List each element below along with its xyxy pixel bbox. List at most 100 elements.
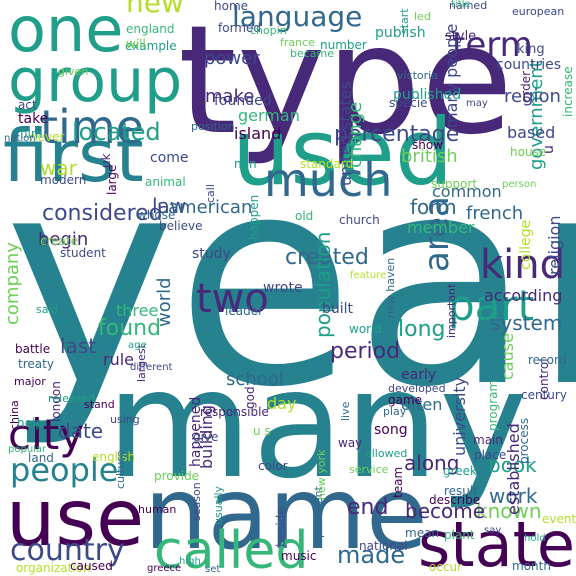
cloud-word-population: population bbox=[311, 232, 335, 338]
cloud-word-happen: happen bbox=[247, 195, 261, 240]
cloud-word-human: human bbox=[138, 503, 176, 516]
cloud-word-people: people bbox=[10, 451, 118, 489]
cloud-word-record: record bbox=[528, 353, 566, 367]
cloud-word-give: give bbox=[193, 430, 218, 444]
cloud-word-built: built bbox=[322, 301, 354, 317]
cloud-word-high: high bbox=[179, 556, 201, 567]
cloud-word-program: program bbox=[486, 380, 500, 431]
cloud-word-century: century bbox=[521, 388, 567, 402]
cloud-word-term: term bbox=[452, 25, 533, 65]
cloud-word-college: college bbox=[518, 220, 534, 270]
cloud-word-call: call bbox=[204, 184, 217, 203]
cloud-word-much: much bbox=[264, 153, 392, 207]
cloud-word-major: major bbox=[14, 375, 46, 388]
cloud-word-percentage: percentage bbox=[334, 122, 459, 147]
cloud-word-english: english bbox=[92, 450, 135, 464]
cloud-word-way: way bbox=[338, 436, 362, 450]
cloud-word-period: period bbox=[330, 339, 400, 364]
cloud-word-age: age bbox=[128, 340, 147, 351]
cloud-word-make: make bbox=[205, 86, 254, 107]
cloud-word-usually: usually bbox=[212, 485, 225, 525]
cloud-word-england: england bbox=[126, 22, 175, 36]
cloud-word-service: service bbox=[349, 463, 389, 476]
cloud-word-use: use bbox=[6, 474, 144, 564]
cloud-word-known: known bbox=[476, 499, 542, 523]
cloud-word-using: using bbox=[110, 413, 140, 426]
cloud-word-help: help bbox=[17, 416, 43, 430]
cloud-word-early: early bbox=[401, 367, 436, 383]
cloud-word-power: power bbox=[204, 48, 260, 69]
cloud-word-work: work bbox=[489, 484, 538, 508]
cloud-word-new-york: new york bbox=[315, 449, 328, 500]
cloud-word-main: main bbox=[473, 433, 503, 447]
cloud-word-occur: occur bbox=[429, 560, 462, 574]
cloud-word-place: place bbox=[474, 448, 506, 462]
cloud-word-said: said bbox=[36, 303, 59, 316]
cloud-word-national: national bbox=[359, 539, 408, 553]
cloud-word-year: year bbox=[4, 114, 576, 451]
cloud-word-become: become bbox=[405, 499, 485, 523]
cloud-word-responsible: responsible bbox=[200, 405, 269, 419]
cloud-word-chopin: chopin bbox=[250, 24, 287, 37]
cloud-word-film: film bbox=[20, 127, 43, 141]
cloud-word-event: event bbox=[542, 512, 576, 526]
cloud-word-plant: plant bbox=[444, 528, 475, 542]
cloud-word-will: will bbox=[126, 37, 146, 51]
cloud-word-style: style bbox=[445, 29, 476, 44]
cloud-word-released: released bbox=[48, 392, 95, 405]
cloud-word-many-people: many people bbox=[442, 24, 461, 128]
cloud-word-island: island bbox=[234, 124, 281, 143]
cloud-word-long: long bbox=[398, 317, 445, 342]
cloud-word-law: law bbox=[152, 194, 186, 218]
cloud-word-company: company bbox=[2, 242, 23, 325]
cloud-word-result: result bbox=[444, 484, 478, 498]
cloud-word-became: became bbox=[290, 47, 334, 60]
cloud-word-countries: countries bbox=[496, 57, 561, 73]
cloud-word-publish: publish bbox=[375, 25, 426, 41]
cloud-word-one: one bbox=[8, 0, 123, 66]
cloud-word-control: control bbox=[537, 358, 551, 400]
cloud-word-music: music bbox=[281, 549, 316, 563]
cloud-word-specie: specie bbox=[389, 96, 428, 110]
cloud-word-u-s: u s bbox=[253, 424, 271, 438]
cloud-word-non: non bbox=[234, 157, 257, 171]
cloud-word-support: support bbox=[431, 177, 477, 191]
cloud-word-greek: greek bbox=[443, 464, 477, 478]
cloud-word-nation: nation bbox=[4, 133, 36, 144]
cloud-word-end: end bbox=[347, 495, 388, 520]
cloud-word-part: part bbox=[448, 281, 534, 330]
cloud-word-time: time bbox=[40, 100, 144, 154]
cloud-word-modern: modern bbox=[40, 173, 86, 187]
cloud-word-change: change bbox=[345, 102, 366, 168]
cloud-word-used: used bbox=[232, 99, 453, 206]
cloud-word-world: world bbox=[349, 322, 382, 336]
cloud-word-german: german bbox=[238, 106, 300, 125]
cloud-word-date: date bbox=[58, 419, 103, 443]
cloud-word-play: play bbox=[383, 405, 407, 418]
cloud-word-developed: developed bbox=[388, 382, 446, 395]
cloud-word-different: different bbox=[130, 362, 173, 373]
cloud-word-culture: culture bbox=[114, 450, 127, 489]
cloud-word-university: university bbox=[450, 377, 469, 456]
cloud-word-american: american bbox=[168, 197, 252, 218]
cloud-word-day: day bbox=[267, 394, 296, 413]
cloud-word-building: building bbox=[197, 405, 216, 469]
cloud-word-given: given bbox=[58, 65, 88, 78]
cloud-word-france: france bbox=[280, 36, 315, 49]
cloud-word-european: european bbox=[512, 5, 564, 18]
cloud-word-many: many bbox=[106, 338, 528, 512]
cloud-word-called: called bbox=[154, 521, 308, 576]
cloud-word-new: new bbox=[126, 0, 184, 19]
cloud-word-uk: uk bbox=[99, 153, 113, 168]
cloud-word-may: may bbox=[466, 98, 488, 109]
cloud-word-area: area bbox=[417, 196, 457, 272]
cloud-word-large: large bbox=[105, 165, 119, 195]
cloud-word-create: create bbox=[40, 234, 78, 248]
cloud-word-member: member bbox=[407, 218, 475, 237]
cloud-word-title: title bbox=[451, 0, 471, 10]
cloud-word-made: made bbox=[337, 541, 405, 569]
cloud-word-named: named bbox=[449, 0, 487, 12]
cloud-word-considered: considered bbox=[42, 201, 163, 226]
cloud-word-number: number bbox=[320, 38, 367, 52]
